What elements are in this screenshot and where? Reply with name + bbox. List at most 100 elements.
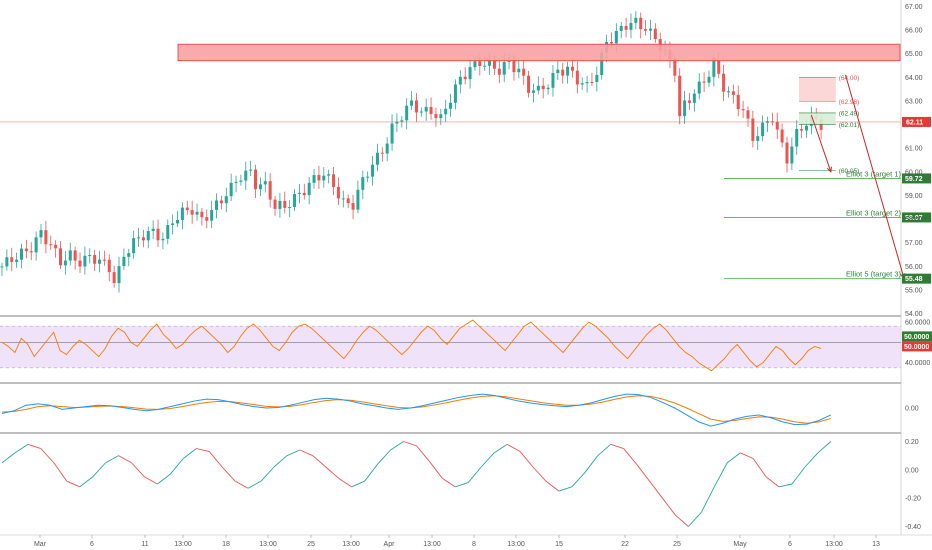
candle-body bbox=[10, 257, 14, 263]
candle-body bbox=[497, 68, 501, 75]
price-tick-label: 58.00 bbox=[905, 217, 923, 224]
time-tick-label: 6 bbox=[788, 541, 792, 548]
candle-body bbox=[722, 73, 726, 92]
candle-body bbox=[122, 256, 126, 267]
candle-body bbox=[395, 121, 399, 124]
oscillator-segment bbox=[778, 483, 793, 488]
oscillator-segment bbox=[14, 443, 29, 454]
candle-body bbox=[102, 259, 106, 261]
candle-body bbox=[151, 228, 155, 231]
candle-body bbox=[429, 106, 433, 115]
oscillator-segment bbox=[429, 461, 443, 479]
projection-arrow bbox=[845, 74, 905, 279]
oscillator-segment bbox=[455, 482, 469, 488]
oscillator-segment bbox=[700, 486, 715, 513]
target-badge bbox=[902, 273, 931, 284]
candle-body bbox=[795, 128, 799, 147]
price-tick-label: 54.00 bbox=[905, 311, 923, 318]
time-tick-label: 6 bbox=[90, 541, 94, 548]
candle-body bbox=[780, 129, 784, 143]
candle-body bbox=[141, 237, 145, 241]
candle-body bbox=[351, 203, 355, 210]
candle-body bbox=[717, 60, 721, 74]
price-tick-label: 55.00 bbox=[905, 288, 923, 295]
candle-body bbox=[468, 67, 472, 80]
candle-body bbox=[736, 94, 740, 110]
candle-body bbox=[629, 22, 633, 30]
candle-body bbox=[210, 209, 214, 221]
oscillator-segment bbox=[558, 486, 572, 492]
candle-body bbox=[790, 146, 794, 164]
candle-body bbox=[307, 182, 311, 196]
oscillator-segment bbox=[532, 466, 547, 482]
fib-level-label: (62.01) bbox=[839, 122, 860, 129]
target-badge-text: 55.48 bbox=[905, 276, 923, 283]
candle-body bbox=[137, 237, 141, 239]
candle-body bbox=[49, 244, 53, 246]
macd-tick-label: 0.00 bbox=[905, 406, 919, 413]
candle-body bbox=[751, 118, 755, 141]
candle-body bbox=[107, 259, 111, 273]
annotations: (64.00) (62.98) (62.49) (62.01) (60.05) Ellio… bbox=[0, 43, 906, 280]
oscillator-segment bbox=[131, 462, 145, 478]
candle-body bbox=[726, 91, 730, 93]
target-badge-text: 59.72 bbox=[905, 176, 923, 183]
oscillator-segment bbox=[27, 443, 41, 450]
time-tick-label: Apr bbox=[384, 541, 396, 548]
candle-body bbox=[78, 260, 82, 267]
oscillator-segment bbox=[299, 449, 314, 457]
candle-body bbox=[678, 75, 682, 117]
candle-body bbox=[639, 17, 643, 30]
candle-body bbox=[741, 109, 745, 111]
candle-body bbox=[98, 259, 102, 264]
candle-body bbox=[556, 69, 560, 74]
candle-body bbox=[200, 211, 204, 218]
candle-body bbox=[444, 108, 448, 115]
oscillator-segment bbox=[636, 463, 650, 482]
rsi-line bbox=[1, 319, 822, 372]
candle-body bbox=[54, 244, 58, 249]
candle-body bbox=[283, 200, 287, 208]
candle-body bbox=[5, 257, 9, 267]
oscillator-segment bbox=[791, 466, 806, 485]
oscillator-segment bbox=[506, 443, 521, 452]
candle-body bbox=[258, 184, 262, 190]
candle-body bbox=[63, 260, 67, 266]
time-tick-label: 13:00 bbox=[825, 541, 843, 548]
candle-body bbox=[453, 84, 457, 103]
candle-body bbox=[756, 136, 760, 141]
time-tick-label: 13:00 bbox=[423, 541, 441, 548]
candle-body bbox=[483, 65, 487, 67]
candle-body bbox=[517, 68, 521, 73]
candle-body bbox=[288, 206, 292, 208]
candle-body bbox=[531, 90, 535, 93]
time-tick-label: 15 bbox=[555, 541, 563, 548]
time-tick-label: 8 bbox=[472, 541, 476, 548]
oscillator-segment bbox=[610, 443, 624, 450]
oscillator-segment bbox=[286, 449, 301, 457]
candle-body bbox=[702, 81, 706, 83]
candle-body bbox=[254, 169, 258, 190]
candle-body bbox=[29, 251, 33, 253]
candle-body bbox=[390, 123, 394, 144]
oscillator-segment bbox=[675, 514, 689, 527]
candle-body bbox=[112, 272, 116, 284]
candle-body bbox=[146, 230, 150, 241]
rsi-badge-a-text: 50.0000 bbox=[904, 334, 929, 341]
candle-body bbox=[93, 254, 97, 264]
oscillator-segment bbox=[649, 480, 663, 499]
resistance-zone bbox=[177, 43, 901, 62]
candlestick-series bbox=[0, 11, 823, 293]
signal-line bbox=[1, 395, 831, 424]
time-tick-label: 25 bbox=[307, 541, 315, 548]
oscillator-segment bbox=[351, 480, 365, 488]
macd-line bbox=[1, 393, 832, 427]
fib-zone-lower bbox=[798, 112, 836, 125]
candle-body bbox=[410, 100, 414, 106]
candle-body bbox=[327, 174, 331, 176]
fib-level-label: (64.00) bbox=[839, 75, 860, 82]
price-tick-label: 57.00 bbox=[905, 240, 923, 247]
candle-body bbox=[439, 114, 443, 119]
candle-body bbox=[473, 61, 477, 68]
time-tick-label: 13:00 bbox=[259, 541, 277, 548]
